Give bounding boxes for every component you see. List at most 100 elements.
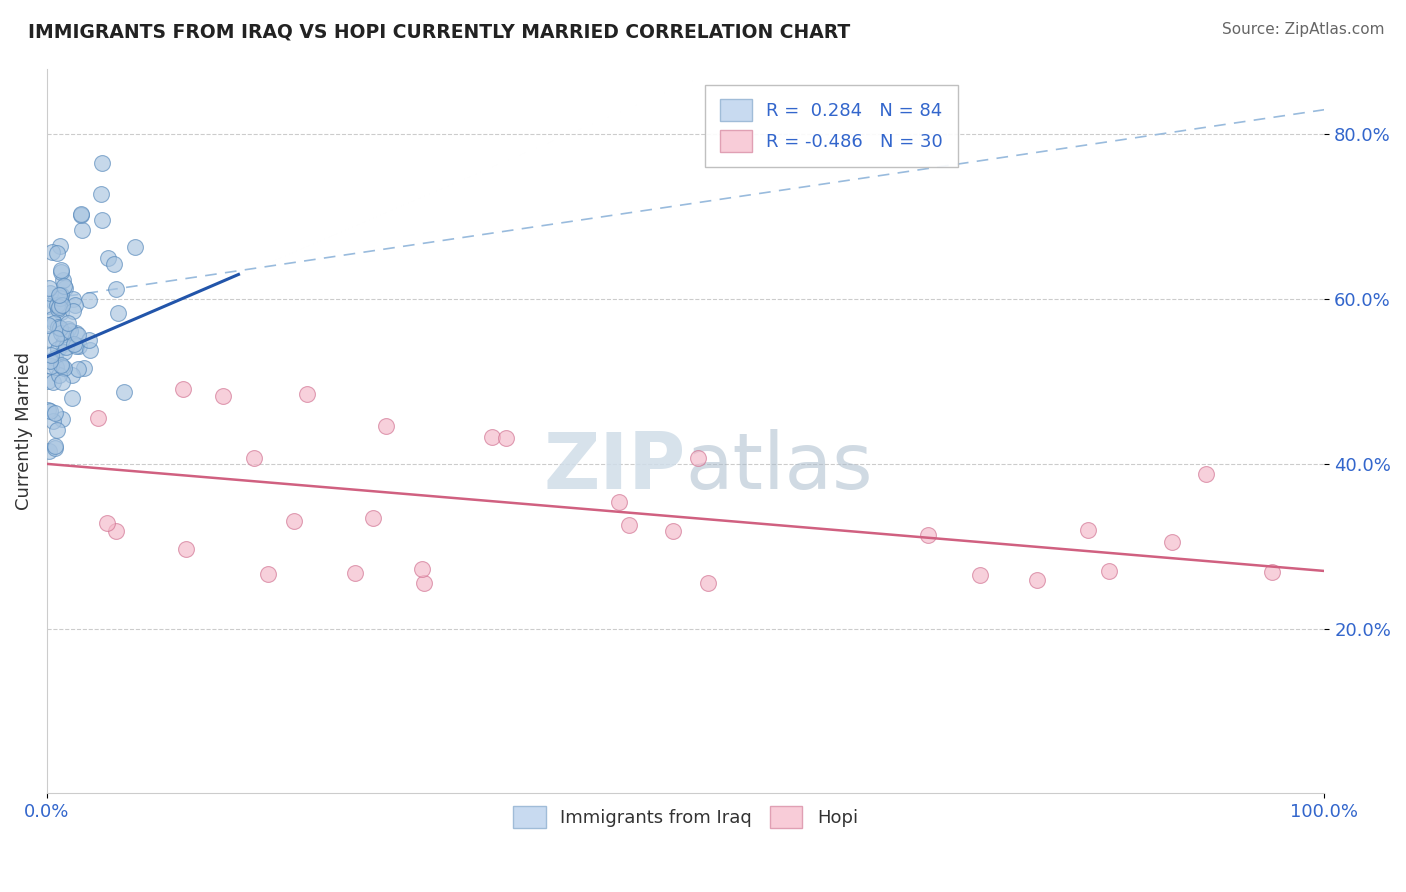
Point <box>37 403 59 417</box>
Point <box>104 524 127 539</box>
Point <box>66 362 89 376</box>
Point <box>51 411 73 425</box>
Point <box>38 332 60 346</box>
Point <box>211 388 233 402</box>
Point <box>65 326 87 340</box>
Point <box>52 278 75 293</box>
Point <box>55 340 77 354</box>
Point <box>48 291 70 305</box>
Point <box>107 305 129 319</box>
Point <box>1026 573 1049 587</box>
Point <box>617 518 640 533</box>
Point <box>44 351 66 365</box>
Point <box>49 288 72 302</box>
Point <box>60 368 83 383</box>
Text: atlas: atlas <box>686 429 873 505</box>
Point <box>411 562 433 576</box>
Point <box>174 542 197 557</box>
Point <box>48 288 70 302</box>
Point <box>41 359 63 374</box>
Point <box>70 207 93 221</box>
Point <box>44 439 66 453</box>
Point <box>51 375 73 389</box>
Point <box>697 576 720 591</box>
Point <box>79 343 101 357</box>
Point <box>46 342 69 356</box>
Point <box>42 375 65 389</box>
Point <box>97 252 120 266</box>
Point <box>51 360 73 375</box>
Point <box>48 368 70 382</box>
Point <box>77 293 100 307</box>
Point <box>52 337 75 351</box>
Point <box>1195 467 1218 481</box>
Point <box>39 404 62 418</box>
Point <box>53 326 76 341</box>
Point <box>65 339 87 353</box>
Point <box>96 516 118 530</box>
Point <box>41 312 63 326</box>
Point <box>51 305 73 319</box>
Point <box>495 431 517 445</box>
Point <box>607 495 630 509</box>
Point <box>45 359 67 374</box>
Point <box>65 297 87 311</box>
Point <box>53 361 76 376</box>
Point <box>42 295 65 310</box>
Y-axis label: Currently Married: Currently Married <box>15 352 32 510</box>
Legend: Immigrants from Iraq, Hopi: Immigrants from Iraq, Hopi <box>506 798 865 835</box>
Point <box>481 430 503 444</box>
Point <box>49 239 72 253</box>
Point <box>77 333 100 347</box>
Point <box>45 298 67 312</box>
Point <box>73 360 96 375</box>
Point <box>104 281 127 295</box>
Point <box>46 319 69 334</box>
Point <box>90 186 112 201</box>
Point <box>361 511 384 525</box>
Point <box>112 385 135 400</box>
Point <box>59 324 82 338</box>
Point <box>42 414 65 428</box>
Point <box>412 576 434 591</box>
Point <box>56 322 79 336</box>
Point <box>49 265 72 279</box>
Point <box>1260 565 1282 579</box>
Point <box>67 339 90 353</box>
Point <box>52 273 75 287</box>
Point <box>38 444 60 458</box>
Point <box>124 240 146 254</box>
Point <box>60 391 83 405</box>
Point <box>39 354 62 368</box>
Point <box>51 297 73 311</box>
Point <box>375 419 398 434</box>
Point <box>688 450 710 465</box>
Point <box>103 257 125 271</box>
Point <box>344 566 367 580</box>
Point <box>37 318 59 332</box>
Point <box>53 280 76 294</box>
Point <box>52 345 75 359</box>
Point <box>46 246 69 260</box>
Point <box>37 374 59 388</box>
Point <box>70 223 93 237</box>
Point <box>917 528 939 542</box>
Point <box>44 316 66 330</box>
Point <box>51 358 73 372</box>
Point <box>969 568 991 582</box>
Point <box>662 524 685 538</box>
Point <box>283 514 305 528</box>
Point <box>295 387 318 401</box>
Point <box>39 348 62 362</box>
Text: ZIP: ZIP <box>543 429 686 505</box>
Text: IMMIGRANTS FROM IRAQ VS HOPI CURRENTLY MARRIED CORRELATION CHART: IMMIGRANTS FROM IRAQ VS HOPI CURRENTLY M… <box>28 22 851 41</box>
Point <box>91 212 114 227</box>
Point <box>66 328 89 343</box>
Point <box>49 263 72 277</box>
Point <box>44 441 66 455</box>
Point <box>172 382 194 396</box>
Point <box>44 406 66 420</box>
Point <box>46 301 69 316</box>
Point <box>91 156 114 170</box>
Point <box>63 336 86 351</box>
